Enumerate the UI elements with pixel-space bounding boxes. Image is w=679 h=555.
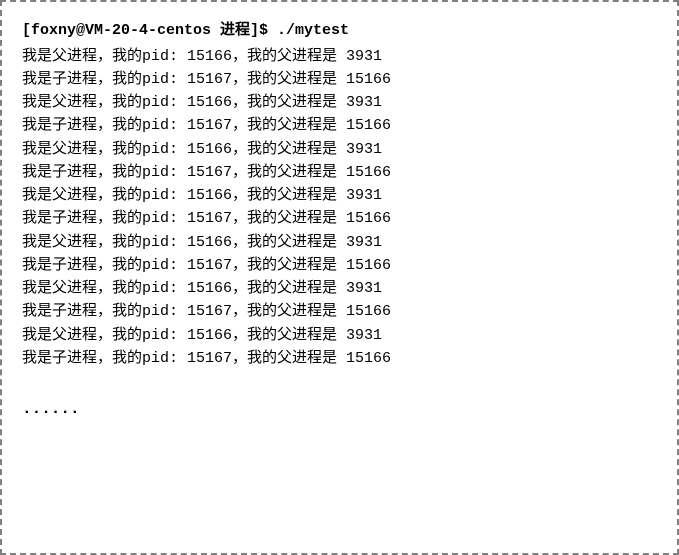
output-line: 我是子进程，我的pid: 15167，我的父进程是 15166: [22, 114, 657, 137]
output-line: 我是子进程，我的pid: 15167，我的父进程是 15166: [22, 254, 657, 277]
output-line: 我是子进程，我的pid: 15167，我的父进程是 15166: [22, 300, 657, 323]
ellipsis-indicator: ......: [22, 400, 657, 418]
output-line: 我是父进程，我的pid: 15166，我的父进程是 3931: [22, 91, 657, 114]
output-line: 我是父进程，我的pid: 15166，我的父进程是 3931: [22, 231, 657, 254]
output-line: 我是父进程，我的pid: 15166，我的父进程是 3931: [22, 138, 657, 161]
terminal-output: 我是父进程，我的pid: 15166，我的父进程是 3931我是子进程，我的pi…: [22, 45, 657, 371]
output-line: 我是子进程，我的pid: 15167，我的父进程是 15166: [22, 347, 657, 370]
prompt-line: [foxny@VM-20-4-centos 进程]$ ./mytest: [22, 20, 657, 43]
output-line: 我是子进程，我的pid: 15167，我的父进程是 15166: [22, 68, 657, 91]
output-line: 我是父进程，我的pid: 15166，我的父进程是 3931: [22, 184, 657, 207]
output-line: 我是父进程，我的pid: 15166，我的父进程是 3931: [22, 324, 657, 347]
output-line: 我是父进程，我的pid: 15166，我的父进程是 3931: [22, 277, 657, 300]
output-line: 我是子进程，我的pid: 15167，我的父进程是 15166: [22, 207, 657, 230]
output-line: 我是父进程，我的pid: 15166，我的父进程是 3931: [22, 45, 657, 68]
output-line: 我是子进程，我的pid: 15167，我的父进程是 15166: [22, 161, 657, 184]
terminal-window: [foxny@VM-20-4-centos 进程]$ ./mytest 我是父进…: [0, 0, 679, 555]
